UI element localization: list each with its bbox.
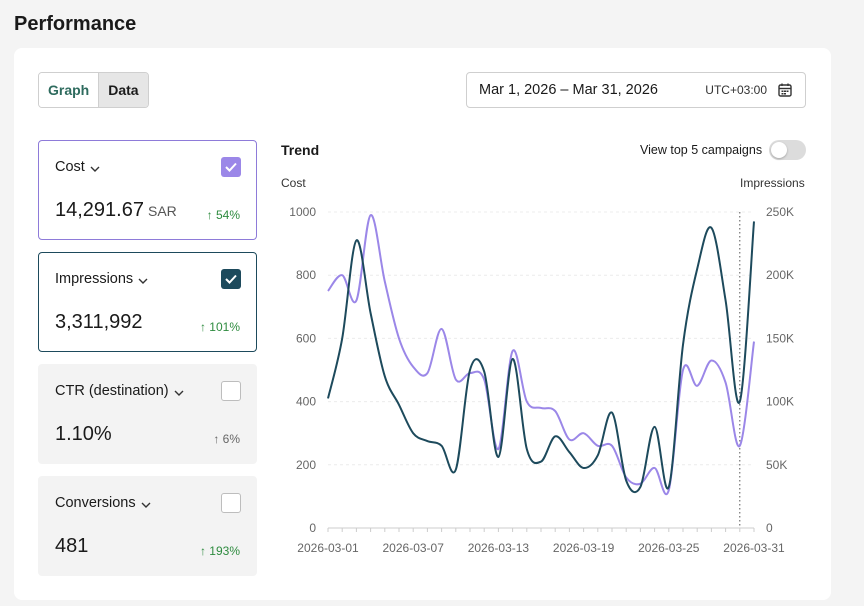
y-tick-left: 0 [309,521,316,535]
y-tick-right: 100K [766,395,794,409]
x-tick-label: 2026-03-25 [638,541,700,555]
x-tick-label: 2026-03-19 [553,541,615,555]
metric-value: 14,291.67 SAR [55,199,177,222]
left-axis-title: Cost [281,176,306,190]
y-tick-right: 50K [766,458,787,472]
metric-value-number: 14,291.67 [55,199,144,221]
timezone-label: UTC+03:00 [705,83,767,97]
chevron-down-icon [90,162,100,172]
chevron-down-icon [174,386,184,396]
date-range-text: Mar 1, 2026 – Mar 31, 2026 [479,82,658,98]
metric-name-dropdown[interactable]: Conversions [55,495,151,511]
metric-name-dropdown[interactable]: Impressions [55,271,148,287]
metric-card-conversions[interactable]: Conversions 481 ↑ 193% [38,476,257,576]
date-range-picker[interactable]: Mar 1, 2026 – Mar 31, 2026 UTC+03:00 [466,72,806,108]
top-campaigns-label: View top 5 campaigns [640,143,763,157]
metric-value: 3,311,992 [55,311,143,333]
y-tick-right: 250K [766,205,794,219]
view-toggle: Graph Data [38,72,149,108]
calendar-icon[interactable] [777,82,793,98]
metric-checkbox[interactable] [221,381,241,401]
series-line-cost [327,214,755,495]
y-tick-right: 150K [766,331,794,345]
metric-card-impressions[interactable]: Impressions 3,311,992 ↑ 101% [38,252,257,352]
metric-change: ↑ 101% [199,320,240,334]
metric-change: ↑ 6% [213,432,240,446]
metric-checkbox[interactable] [221,269,241,289]
y-tick-left: 400 [296,395,316,409]
page-title: Performance [14,13,137,35]
chevron-down-icon [138,274,148,284]
x-tick-label: 2026-03-31 [723,541,785,555]
chevron-down-icon [141,498,151,508]
metric-name: CTR (destination) [55,383,169,399]
metric-name-dropdown[interactable]: Cost [55,159,100,175]
top-campaigns-toggle[interactable] [769,140,806,160]
x-tick-label: 2026-03-01 [297,541,359,555]
metric-change: ↑ 54% [206,208,240,222]
y-tick-left: 800 [296,268,316,282]
metric-card-cost[interactable]: Cost 14,291.67 SAR ↑ 54% [38,140,257,240]
metric-name-dropdown[interactable]: CTR (destination) [55,383,184,399]
toggle-knob [771,142,787,158]
metric-value: 481 [55,535,89,557]
metric-checkbox[interactable] [221,157,241,177]
x-tick-label: 2026-03-07 [383,541,445,555]
y-tick-right: 200K [766,268,794,282]
x-tick-label: 2026-03-13 [468,541,530,555]
metric-name: Impressions [55,271,134,287]
y-tick-left: 200 [296,458,316,472]
right-axis-title: Impressions [740,176,805,190]
metric-checkbox[interactable] [221,493,241,513]
series-line-impressions [327,221,755,494]
performance-card: Graph Data Mar 1, 2026 – Mar 31, 2026 UT… [14,48,831,600]
y-tick-right: 0 [766,521,773,535]
trend-chart: 0 0 200 50K 400 100K 600 150K 800 200K 1000 250K 202… [289,205,794,555]
metric-value: 1.10% [55,423,112,445]
metric-unit: SAR [147,203,177,219]
metric-change: ↑ 193% [199,544,240,558]
y-tick-left: 1000 [289,205,316,219]
metric-name: Conversions [55,495,136,511]
trend-title: Trend [281,142,320,158]
data-tab[interactable]: Data [98,73,148,107]
graph-tab[interactable]: Graph [39,73,99,107]
y-tick-left: 600 [296,331,316,345]
metric-name: Cost [55,159,85,175]
metric-card-ctr[interactable]: CTR (destination) 1.10% ↑ 6% [38,364,257,464]
